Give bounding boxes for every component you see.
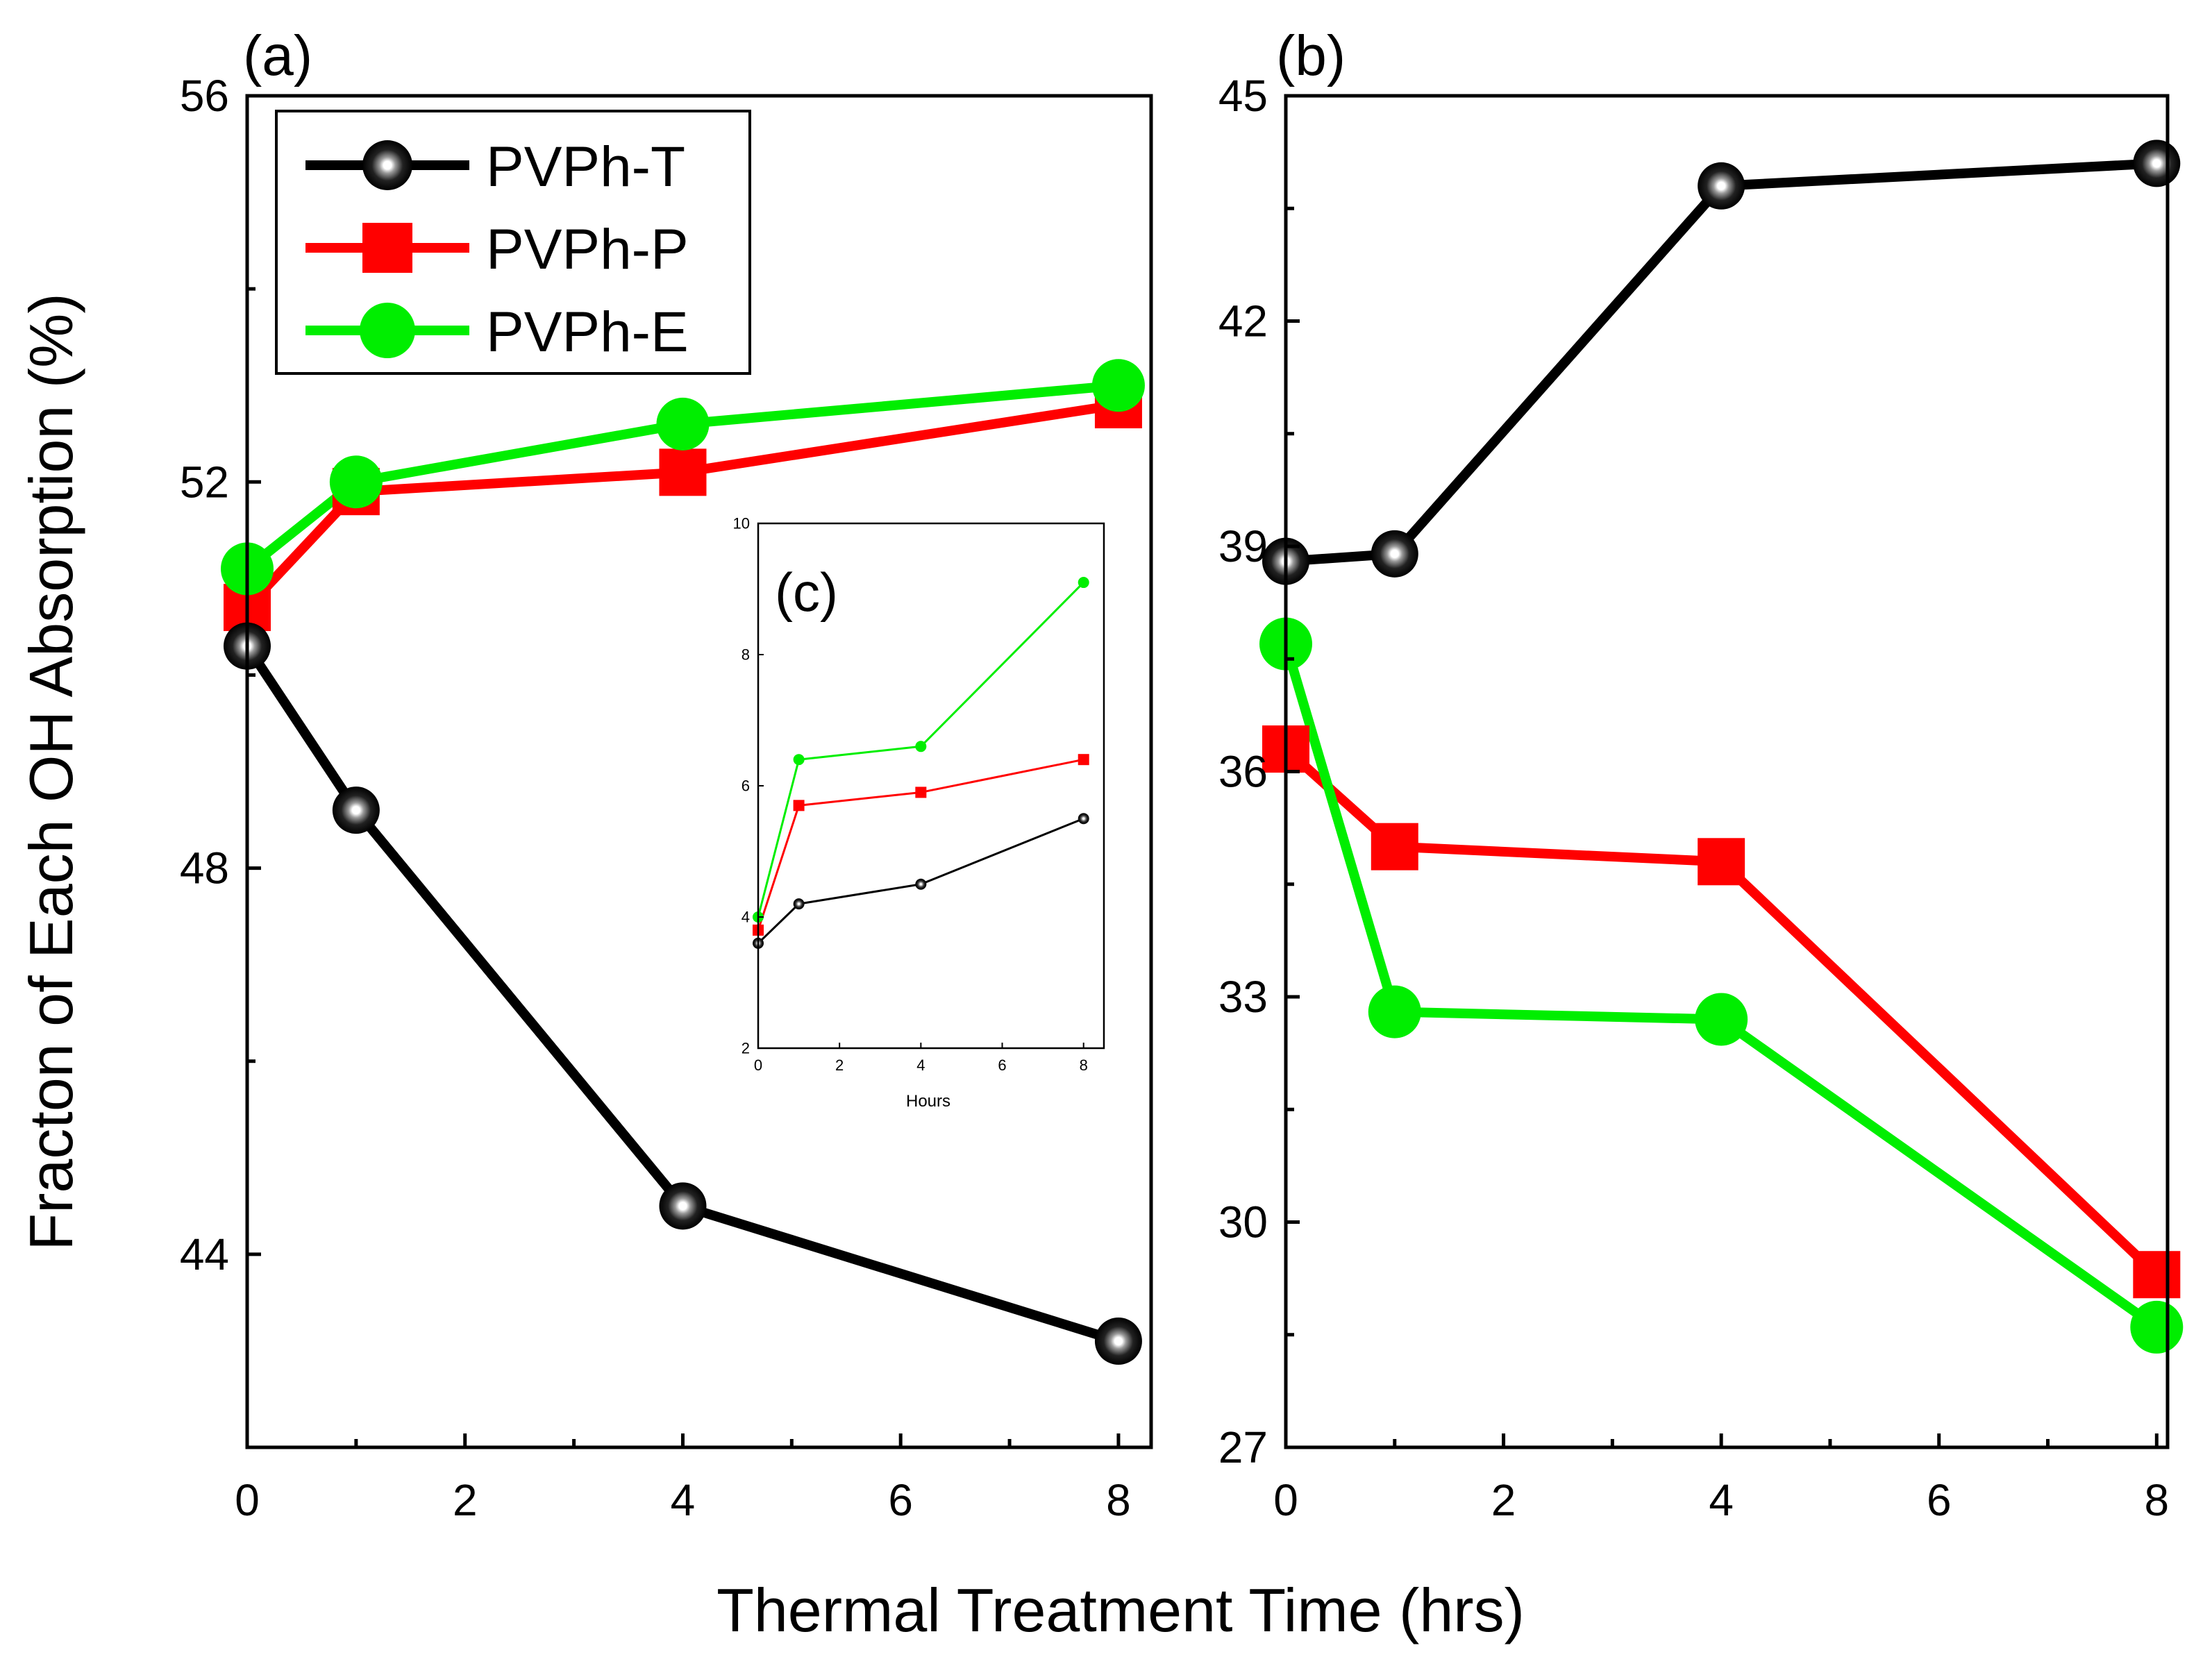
panel-c-ytick-label: 8	[741, 646, 750, 664]
panel-b-xtick-label: 0	[1273, 1475, 1298, 1525]
legend-label-pvph-e: PVPh-E	[486, 301, 689, 364]
panel-c-point-pvph-p	[915, 786, 927, 798]
panel-a-point-pvph-t	[332, 786, 380, 834]
panel-a-label: (a)	[243, 24, 312, 87]
panel-b-ytick-label: 27	[1218, 1422, 1268, 1472]
panel-c-point-pvph-e	[793, 754, 805, 766]
panel-b-point-pvph-t	[2133, 140, 2181, 187]
panel-c-point-pvph-t	[1078, 813, 1089, 825]
panel-c-xtick-label: 2	[835, 1057, 844, 1074]
panel-c-point-pvph-e	[1078, 577, 1089, 589]
panel-a-xtick-label: 0	[235, 1475, 260, 1525]
panel-a-xticks: 0 2 4 6 8	[235, 1433, 1131, 1525]
panel-a-frame	[245, 94, 1153, 1449]
panel-c-xtick-label: 0	[754, 1057, 762, 1074]
panel-b-xtick-label: 6	[1927, 1475, 1952, 1525]
panel-a-point-pvph-e	[656, 397, 710, 451]
panel-b-ytick-label: 45	[1218, 71, 1268, 121]
legend-entry-pvph-e: PVPh-E	[305, 301, 689, 364]
panel-c-xticks: 0 2 4 6 8	[754, 1043, 1088, 1074]
panel-c-yticks: 2 4 6 8 10	[733, 515, 764, 1057]
panel-c-line-pvph-p	[757, 758, 1084, 931]
panel-a-series	[221, 359, 1145, 1365]
panel-b-point-pvph-p	[1698, 838, 1745, 886]
panel-c-point-pvph-e	[915, 741, 927, 752]
panel-a-ytick-label: 56	[180, 71, 229, 121]
panel-c-point-pvph-p	[1078, 754, 1089, 766]
legend-label-pvph-p: PVPh-P	[486, 218, 689, 281]
panel-b-point-pvph-t	[1698, 162, 1745, 210]
panel-b-xtick-label: 8	[2145, 1475, 2170, 1525]
panel-b: 27 30 33 36 39 42 45 0 2 4 6 8 (b)	[1218, 24, 2184, 1525]
panel-b-ytick-label: 36	[1218, 747, 1268, 797]
legend-marker-pvph-p	[362, 223, 412, 273]
panel-b-point-pvph-e	[1368, 985, 1421, 1038]
panel-c-point-pvph-t	[793, 898, 805, 910]
panel-c-label: (c)	[775, 562, 838, 623]
panel-c-xtick-label: 6	[998, 1057, 1006, 1074]
panel-b-xtick-label: 2	[1491, 1475, 1516, 1525]
panel-b-label: (b)	[1276, 24, 1346, 87]
legend-marker-pvph-e	[360, 303, 415, 358]
panel-b-point-pvph-e	[2130, 1300, 2184, 1354]
panel-b-line-pvph-t	[1285, 158, 2157, 566]
legend: PVPh-T PVPh-P PVPh-E	[275, 110, 751, 375]
panel-b-xtick-label: 4	[1709, 1475, 1734, 1525]
panel-a-xtick-label: 6	[888, 1475, 913, 1525]
panel-a-xtick-label: 8	[1106, 1475, 1131, 1525]
legend-entry-pvph-t: PVPh-T	[305, 135, 685, 199]
panel-c-ytick-label: 2	[741, 1040, 750, 1057]
panel-b-point-pvph-p	[2133, 1251, 2181, 1299]
y-axis-title: Fracton of Each OH Absorption (%)	[17, 293, 85, 1250]
panel-b-xticks: 0 2 4 6 8	[1273, 1433, 2169, 1525]
panel-c-ytick-label: 10	[733, 515, 750, 532]
panel-b-point-pvph-e	[1695, 993, 1748, 1046]
panel-c-xlabel: Hours	[906, 1092, 950, 1111]
panel-a-line-pvph-t	[243, 643, 1121, 1346]
panel-a-point-pvph-e	[1091, 359, 1145, 412]
legend-label-pvph-t: PVPh-T	[486, 135, 685, 199]
panel-b-ytick-label: 42	[1218, 296, 1268, 346]
panel-c-point-pvph-p	[793, 800, 805, 811]
panel-a-ytick-label: 44	[180, 1229, 229, 1279]
panel-a-line-pvph-p	[243, 400, 1120, 611]
panel-a-ytick-label: 48	[180, 843, 229, 893]
panel-b-line-pvph-p	[1282, 745, 2161, 1279]
panel-c-line-pvph-t	[757, 817, 1084, 944]
panel-b-ytick-label: 39	[1218, 521, 1268, 571]
panel-a-xtick-label: 2	[453, 1475, 478, 1525]
panel-c-ytick-label: 6	[741, 777, 750, 795]
legend-entry-pvph-p: PVPh-P	[305, 218, 689, 281]
panel-a-point-pvph-e	[329, 455, 383, 509]
panel-c-line-pvph-e	[757, 581, 1084, 918]
panel-c-series	[753, 577, 1089, 949]
panel-a-xtick-label: 4	[671, 1475, 696, 1525]
panel-b-ytick-label: 30	[1218, 1197, 1268, 1247]
panel-a-yticks: 44 48 52 56	[180, 71, 261, 1279]
x-axis-title: Thermal Treatment Time (hrs)	[717, 1576, 1525, 1644]
panel-a-point-pvph-t	[659, 1182, 707, 1230]
panel-b-yticks: 27 30 33 36 39 42 45	[1218, 71, 1300, 1472]
panel-c-background	[758, 523, 1104, 1048]
panel-c-ytick-label: 4	[741, 909, 750, 926]
panel-b-series	[1259, 140, 2184, 1354]
panel-c-xtick-label: 8	[1080, 1057, 1088, 1074]
legend-marker-pvph-t	[362, 140, 412, 190]
panel-c-point-pvph-t	[915, 878, 927, 890]
panel-c-xtick-label: 4	[916, 1057, 925, 1074]
panel-a-point-pvph-p	[659, 448, 707, 496]
panel-b-ytick-label: 33	[1218, 972, 1268, 1022]
panel-a-ytick-label: 52	[180, 457, 229, 507]
panel-b-line-pvph-e	[1281, 642, 2160, 1331]
panel-b-point-pvph-t	[1371, 530, 1418, 578]
panel-a-point-pvph-t	[1094, 1318, 1142, 1365]
panel-b-point-pvph-p	[1371, 823, 1418, 870]
panel-a-line-pvph-e	[244, 380, 1119, 573]
